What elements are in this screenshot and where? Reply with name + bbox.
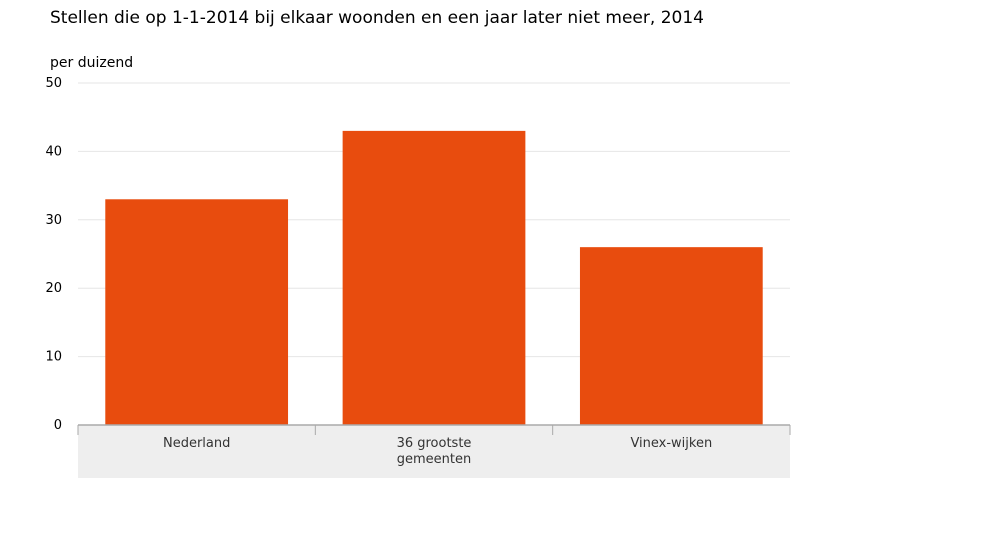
y-tick-label: 10 bbox=[45, 350, 62, 365]
bar bbox=[342, 130, 526, 425]
axes bbox=[77, 424, 791, 435]
chart-title: Stellen die op 1-1-2014 bij elkaar woond… bbox=[50, 8, 704, 28]
y-axis-label: per duizend bbox=[50, 55, 133, 71]
bars bbox=[105, 130, 763, 425]
y-tick-label: 50 bbox=[45, 76, 62, 91]
y-tick-labels: 0 10 20 30 40 50 bbox=[45, 76, 62, 433]
x-category-label: 36 grootste gemeenten bbox=[397, 436, 472, 467]
x-category-label: Vinex-wijken bbox=[630, 436, 712, 451]
x-category-label: Nederland bbox=[163, 436, 230, 451]
bar bbox=[579, 247, 763, 425]
y-tick-label: 30 bbox=[45, 213, 62, 228]
y-tick-label: 0 bbox=[54, 418, 62, 433]
bar bbox=[105, 199, 289, 425]
y-tick-label: 40 bbox=[45, 144, 62, 159]
x-category-labels: Nederland 36 grootste gemeenten Vinex-wijke… bbox=[163, 436, 712, 467]
category-band bbox=[78, 425, 790, 478]
y-tick-label: 20 bbox=[45, 281, 62, 296]
